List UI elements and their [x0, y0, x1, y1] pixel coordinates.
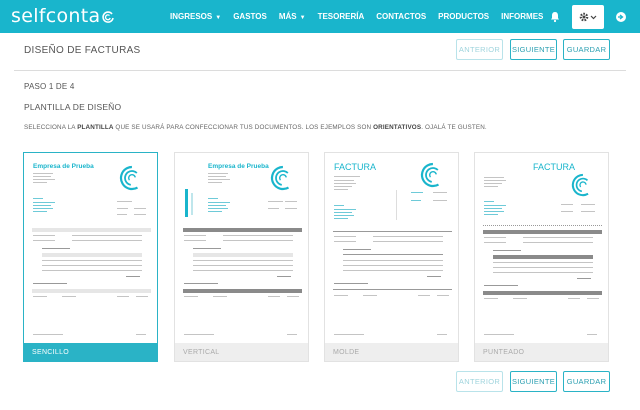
menu-contactos[interactable]: CONTACTOS	[376, 12, 426, 21]
swirl-logo-icon	[119, 165, 145, 191]
template-preview: FACTURA	[483, 159, 602, 339]
template-label: VERTICAL	[175, 343, 308, 361]
template-card-vertical[interactable]: Empresa de Prueba VERTICAL	[174, 152, 309, 362]
save-button-bottom[interactable]: GUARDAR	[563, 371, 610, 392]
swirl-logo-icon	[270, 165, 296, 191]
template-preview: Empresa de Prueba	[32, 159, 151, 339]
bell-icon[interactable]	[542, 5, 568, 29]
template-label: PUNTEADO	[475, 343, 608, 361]
page-title: DISEÑO DE FACTURAS	[24, 45, 141, 56]
instructions-part3: . OJALÁ TE GUSTEN.	[421, 124, 487, 131]
preview-title: FACTURA	[533, 162, 576, 172]
template-card-punteado[interactable]: FACTURA PUNTEADO	[474, 152, 609, 362]
template-preview: FACTURA	[333, 159, 452, 339]
template-preview: Empresa de Prueba	[183, 159, 302, 339]
swirl-logo-icon	[420, 162, 446, 188]
gear-icon[interactable]	[572, 4, 604, 29]
menu-gastos[interactable]: GASTOS	[233, 12, 267, 21]
preview-title: Empresa de Prueba	[208, 163, 269, 170]
menu-ingresos[interactable]: INGRESOS ▼	[170, 12, 221, 21]
instructions: SELECCIONA LA PLANTILLA QUE SE USARÁ PAR…	[24, 124, 487, 131]
top-navbar: selfconta INGRESOS ▼ GASTOS MÁS ▼ TESORERÍ…	[0, 0, 640, 33]
menu-productos[interactable]: PRODUCTOS	[438, 12, 489, 21]
instructions-bold1: PLANTILLA	[77, 124, 114, 131]
menu-tesoreria-label: TESORERÍA	[317, 12, 365, 21]
preview-title: FACTURA	[334, 162, 377, 172]
chevron-down-icon: ▼	[215, 15, 222, 21]
divider	[14, 70, 626, 71]
instructions-part2: QUE SE USARÁ PARA CONFECCIONAR TUS DOCUM…	[113, 124, 374, 131]
menu-mas-label: MÁS	[278, 12, 297, 21]
menu-productos-label: PRODUCTOS	[438, 12, 490, 21]
brand-swirl-icon	[102, 11, 115, 23]
nav-icons	[538, 0, 634, 33]
template-label: MOLDE	[325, 343, 458, 361]
brand-name: selfconta	[11, 5, 101, 27]
menu-gastos-label: GASTOS	[233, 12, 267, 21]
menu-tesoreria[interactable]: TESORERÍA	[318, 12, 365, 21]
save-button[interactable]: GUARDAR	[563, 39, 610, 60]
template-label: SENCILLO	[24, 343, 157, 361]
step-indicator: PASO 1 DE 4	[24, 82, 75, 91]
menu-ingresos-label: INGRESOS	[170, 12, 213, 21]
previous-button[interactable]: ANTERIOR	[456, 39, 503, 60]
previous-button-bottom[interactable]: ANTERIOR	[456, 371, 503, 392]
template-card-sencillo[interactable]: Empresa de Prueba SENCILLO	[23, 152, 158, 362]
instructions-part1: SELECCIONA LA	[24, 124, 78, 131]
swirl-logo-icon	[571, 173, 595, 197]
next-button-bottom[interactable]: SIGUIENTE	[510, 371, 557, 392]
menu-contactos-label: CONTACTOS	[376, 12, 427, 21]
menu-mas[interactable]: MÁS ▼	[279, 12, 306, 21]
section-subtitle: PLANTILLA DE DISEÑO	[24, 102, 122, 112]
menu-informes-label: INFORMES	[501, 12, 544, 21]
next-button[interactable]: SIGUIENTE	[510, 39, 557, 60]
brand-logo[interactable]: selfconta	[11, 5, 115, 27]
chevron-down-icon: ▼	[299, 15, 306, 21]
menu-informes[interactable]: INFORMES	[501, 12, 543, 21]
main-menu: INGRESOS ▼ GASTOS MÁS ▼ TESORERÍA CONTACTO…	[170, 0, 555, 33]
instructions-bold2: ORIENTATIVOS	[373, 124, 422, 131]
preview-title: Empresa de Prueba	[33, 163, 94, 170]
template-card-molde[interactable]: FACTURA MOLDE	[324, 152, 459, 362]
logout-icon[interactable]	[608, 5, 634, 29]
